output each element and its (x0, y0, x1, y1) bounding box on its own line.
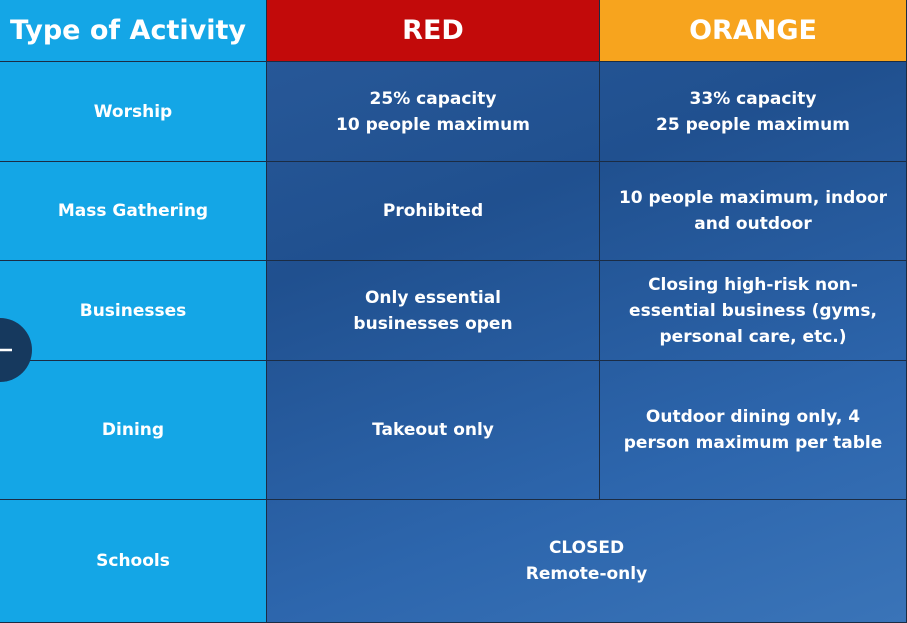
cell-text-line: 25 people maximum (656, 114, 850, 135)
cell-text-line: ORANGE (689, 14, 817, 46)
cell-text-line: Mass Gathering (57, 201, 209, 221)
cell-text-line: Takeout only (372, 420, 494, 440)
cell-text-line: 33% capacity (689, 88, 817, 109)
rule-cell: Only essential businesses open (267, 261, 600, 361)
cell-text-line: Outdoor dining only, 4 (645, 407, 861, 427)
cell-text-line: businesses open (353, 313, 513, 334)
activity-cell: Schools (0, 500, 267, 623)
cell-text-line: Schools (96, 551, 170, 571)
cell-text-line: 10 people maximum (336, 114, 530, 135)
cell-text-line: Dining (101, 420, 165, 440)
header-cell: ORANGE (600, 0, 907, 62)
activity-cell: Businesses (0, 261, 267, 361)
rule-cell: 10 people maximum, indoor and outdoor (600, 162, 907, 261)
cell-text-line: and outdoor (694, 214, 812, 234)
activity-cell: Mass Gathering (0, 162, 267, 261)
cell-text-line: CLOSED (548, 538, 625, 558)
cell-text-line: Only essential (364, 287, 502, 308)
cell-text-line: Prohibited (382, 201, 484, 221)
minus-icon (0, 348, 12, 352)
cell-text-line: personal care, etc.) (659, 326, 847, 347)
header-cell: RED (267, 0, 600, 62)
cell-text-line: Worship (93, 101, 173, 122)
activity-cell: Dining (0, 361, 267, 500)
collapse-button[interactable] (0, 318, 32, 382)
cell-text-line: person maximum per table (623, 433, 883, 453)
rule-cell: Outdoor dining only, 4 person maximum per… (600, 361, 907, 500)
cell-text-line: RED (402, 14, 464, 46)
activity-cell: Worship (0, 62, 267, 162)
rule-cell: 25% capacity 10 people maximum (267, 62, 600, 162)
rule-cell: Prohibited (267, 162, 600, 261)
rule-cell: CLOSED Remote-only (267, 500, 907, 623)
cell-text-line: Type of Activity (10, 14, 246, 46)
cell-text-line: 10 people maximum, indoor (618, 188, 888, 208)
cell-text-line: Businesses (79, 300, 187, 321)
rule-cell: Takeout only (267, 361, 600, 500)
rule-cell: 33% capacity 25 people maximum (600, 62, 907, 162)
rule-cell: Closing high-risk non-essential business… (600, 261, 907, 361)
cell-text-line: 25% capacity (369, 88, 497, 109)
header-cell: Type of Activity (0, 0, 267, 62)
cell-text-line: Remote-only (525, 564, 648, 584)
cell-text-line: essential business (gyms, (629, 300, 877, 321)
cell-text-line: Closing high-risk non- (648, 274, 858, 295)
